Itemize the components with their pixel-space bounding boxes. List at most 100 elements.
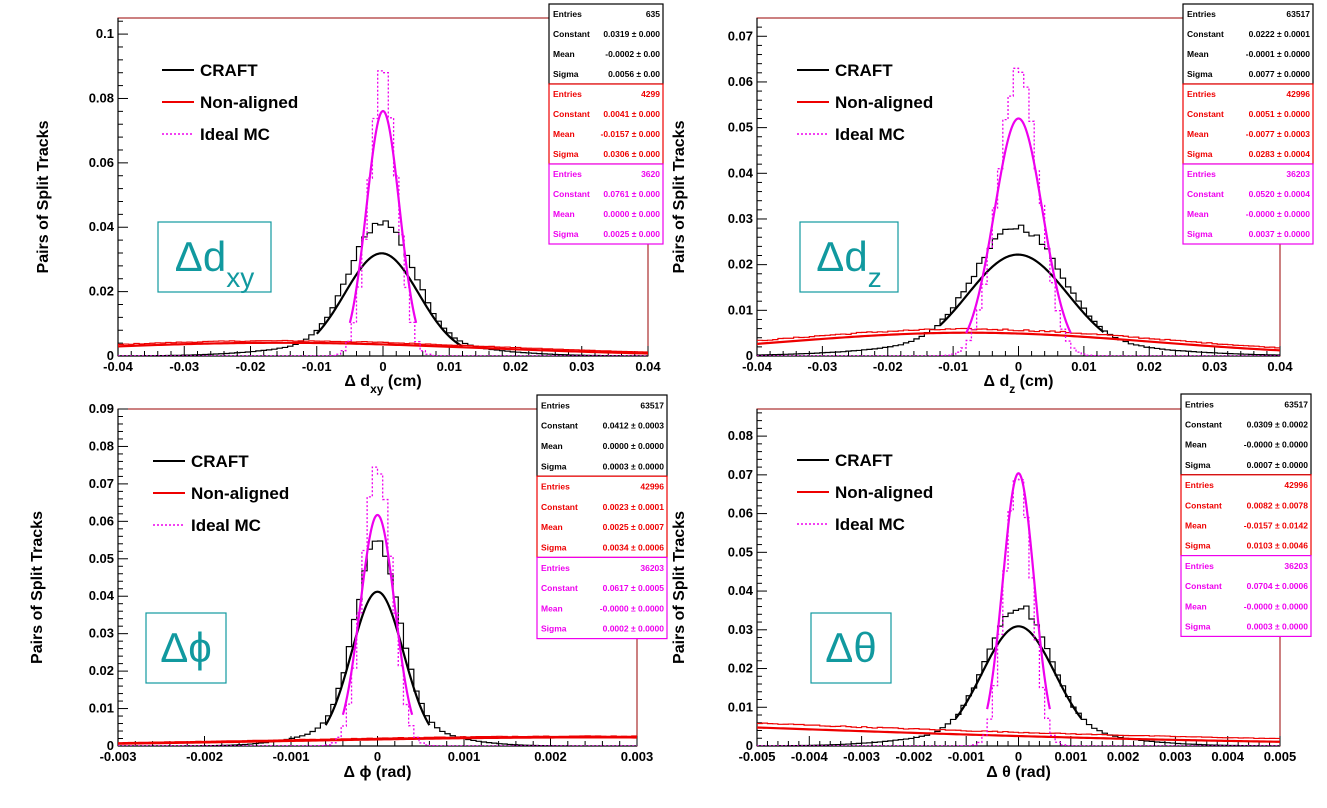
stats-key: Entries	[1185, 561, 1214, 571]
x-tick-label: 0	[1015, 749, 1022, 764]
stats-value: 0.0000 ± 0.000	[603, 209, 660, 219]
stats-key: Mean	[1185, 440, 1207, 450]
x-tick-label: -0.03	[169, 359, 199, 374]
stats-key: Sigma	[553, 69, 579, 79]
legend-entry: Ideal MC	[835, 515, 905, 534]
stats-key: Mean	[1187, 49, 1209, 59]
x-tick-label: 0.002	[534, 749, 567, 764]
stats-key: Sigma	[1187, 149, 1213, 159]
stats-key: Constant	[1185, 500, 1222, 510]
stats-key: Entries	[553, 89, 582, 99]
y-tick-label: 0.01	[728, 302, 753, 317]
x-axis-label: Δ θ (rad)	[986, 764, 1051, 781]
x-tick-label: -0.01	[938, 359, 968, 374]
stats-value: 0.0002 ± 0.0000	[603, 624, 665, 634]
stats-key: Mean	[541, 522, 563, 532]
stats-key: Sigma	[1187, 69, 1213, 79]
stats-box-ideal-mc: Entries 3620 Constant 0.0761 ± 0.000 Mean 0.0…	[548, 163, 664, 245]
y-tick-label: 0.02	[89, 663, 114, 678]
y-tick-label: 0.08	[89, 90, 114, 105]
stats-value: 0.0082 ± 0.0078	[1247, 500, 1309, 510]
y-tick-label: 0.04	[89, 588, 115, 603]
y-axis-label: Pairs of Split Tracks	[671, 120, 688, 273]
stats-key: Constant	[541, 502, 578, 512]
stats-box-craft: Entries 635 Constant 0.0319 ± 0.000 Mean -0.0…	[548, 3, 664, 85]
x-tick-label: 0.04	[635, 359, 661, 374]
x-tick-label: -0.003	[843, 749, 880, 764]
stats-value: 635	[646, 9, 660, 19]
stats-value: 3620	[641, 169, 660, 179]
stats-value: 0.0617 ± 0.0005	[603, 583, 665, 593]
panel-label-box	[810, 612, 892, 684]
plot-area	[757, 472, 1280, 746]
stats-key: Sigma	[1187, 229, 1213, 239]
legend-entry: Non-aligned	[835, 93, 933, 112]
fit-curve-ideal-mc	[965, 117, 1072, 334]
x-tick-label: 0.003	[1159, 749, 1192, 764]
legend-entry: Ideal MC	[835, 125, 905, 144]
y-tick-label: 0.01	[728, 699, 753, 714]
y-tick-label: 0.03	[728, 622, 753, 637]
y-tick-label: 0.05	[728, 544, 753, 559]
panel-label: Δdxy	[175, 233, 254, 293]
legend-entry: CRAFT	[835, 451, 893, 470]
histogram-non-aligned	[757, 722, 1280, 740]
stats-key: Mean	[1185, 521, 1207, 531]
y-tick-label: 0.06	[728, 506, 753, 521]
stats-value: -0.0077 ± 0.0003	[1246, 129, 1310, 139]
stats-value: 0.0034 ± 0.0006	[603, 542, 665, 552]
y-tick-label: 0.04	[728, 583, 754, 598]
stats-key: Constant	[1187, 109, 1224, 119]
stats-key: Constant	[553, 29, 590, 39]
histogram-craft	[757, 605, 1280, 746]
stats-value: 42996	[640, 482, 664, 492]
x-axis-label: Δ ϕ (rad)	[344, 764, 412, 781]
stats-key: Entries	[553, 169, 582, 179]
plot-area	[118, 70, 648, 356]
x-tick-label: 0.003	[621, 749, 654, 764]
y-tick-label: 0.02	[89, 284, 114, 299]
legend-entry: CRAFT	[835, 61, 893, 80]
x-tick-label: -0.003	[100, 749, 137, 764]
stats-value: -0.0000 ± 0.0000	[1244, 440, 1308, 450]
y-tick-label: 0.02	[728, 257, 753, 272]
histogram-craft	[118, 220, 648, 356]
fit-curve-non-aligned	[757, 331, 1280, 352]
stats-box-ideal-mc: Entries 36203 Constant 0.0520 ± 0.0004 Mean -…	[1182, 163, 1314, 245]
stats-value: 0.0077 ± 0.0000	[1249, 69, 1311, 79]
stats-box-non-aligned: Entries 42996 Constant 0.0082 ± 0.0078 Mean -…	[1180, 474, 1312, 557]
stats-key: Constant	[541, 583, 578, 593]
stats-key: Constant	[1185, 581, 1222, 591]
y-tick-label: 0.02	[728, 661, 753, 676]
fit-curve-craft	[939, 253, 1105, 334]
legend-entry: Non-aligned	[200, 93, 298, 112]
stats-key: Mean	[553, 49, 575, 59]
histogram-non-aligned	[118, 339, 648, 353]
stats-key: Entries	[541, 482, 570, 492]
stats-value: -0.0000 ± 0.0000	[1244, 601, 1308, 611]
stats-value: 42996	[1286, 89, 1310, 99]
y-tick-label: 0.09	[89, 401, 114, 416]
stats-value: 0.0023 ± 0.0001	[603, 502, 665, 512]
stats-key: Sigma	[541, 624, 567, 634]
y-tick-label: 0.04	[89, 219, 115, 234]
x-tick-label: 0.01	[437, 359, 462, 374]
stats-key: Constant	[553, 189, 590, 199]
stats-value: 0.0761 ± 0.000	[603, 189, 660, 199]
x-tick-label: 0	[379, 359, 386, 374]
x-tick-label: -0.03	[808, 359, 838, 374]
fit-curve-craft	[315, 252, 464, 348]
stats-value: 0.0025 ± 0.000	[603, 229, 660, 239]
stats-value: 36203	[1286, 169, 1310, 179]
y-tick-label: 0.03	[728, 211, 753, 226]
x-tick-label: 0.001	[448, 749, 481, 764]
stats-value: 0.0037 ± 0.0000	[1249, 229, 1311, 239]
stats-key: Sigma	[553, 229, 579, 239]
stats-key: Entries	[1187, 89, 1216, 99]
fit-curve-craft	[324, 590, 431, 726]
x-tick-label: 0.04	[1267, 359, 1293, 374]
stats-box-craft: Entries 63517 Constant 0.0309 ± 0.0002 Mean -…	[1180, 393, 1312, 476]
x-tick-label: 0.03	[1202, 359, 1227, 374]
legend-entry: Ideal MC	[200, 125, 270, 144]
